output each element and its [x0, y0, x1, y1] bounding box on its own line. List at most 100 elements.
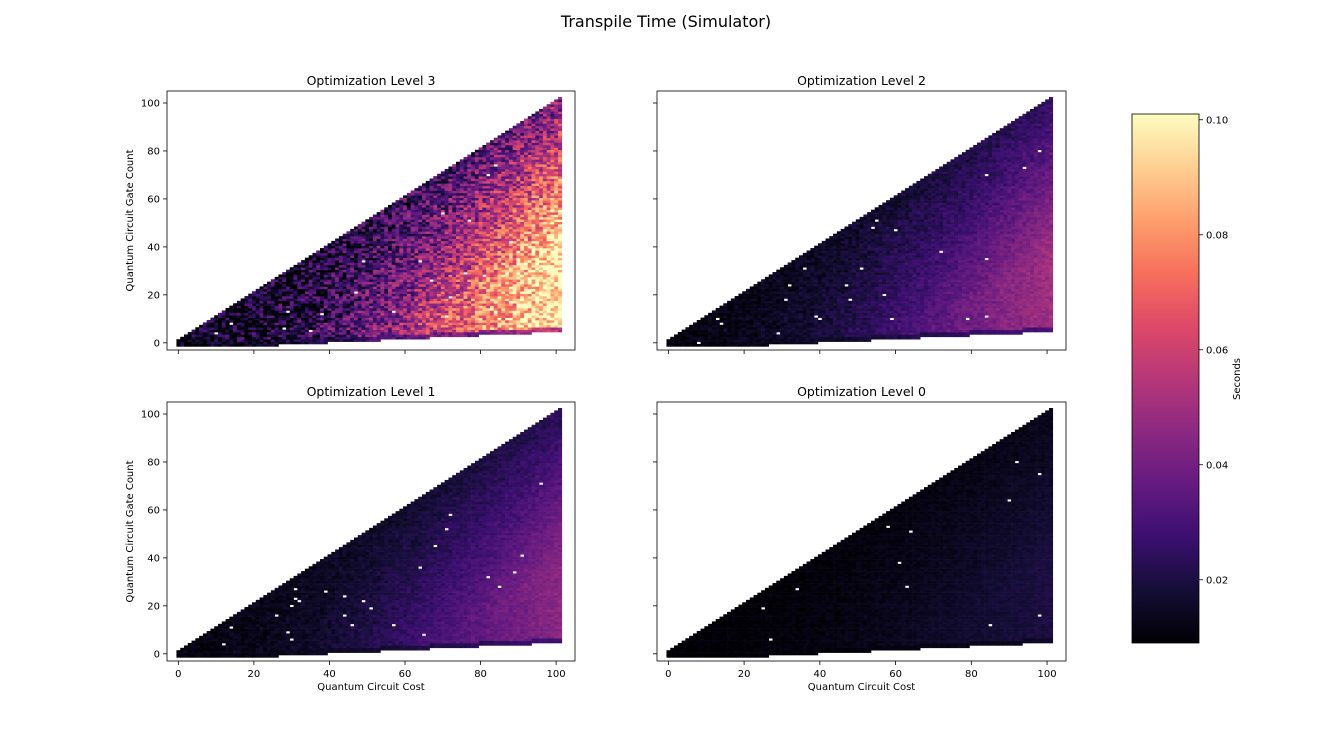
heatmap-cell [433, 300, 438, 304]
heatmap-cell [448, 269, 453, 273]
heatmap-cell [508, 286, 513, 290]
heatmap-cell [474, 238, 479, 242]
heatmap-cell [418, 332, 423, 335]
heatmap-cell [320, 257, 325, 261]
heatmap-cell [323, 334, 328, 338]
heatmap-cell [289, 298, 294, 302]
heatmap-cell [410, 262, 415, 266]
heatmap-cell [388, 264, 393, 268]
heatmap-cell [550, 284, 555, 287]
heatmap-cell [456, 288, 461, 292]
heatmap-cell [274, 310, 279, 314]
heatmap-cell [440, 173, 445, 177]
heatmap-cell [474, 231, 479, 234]
heatmap-cell [308, 279, 313, 282]
heatmap-cell [490, 250, 495, 254]
heatmap-cell [550, 329, 555, 333]
heatmap-cell [395, 274, 400, 278]
heatmap-cell [527, 288, 532, 292]
heatmap-cell [535, 113, 540, 117]
heatmap-cell [508, 224, 513, 227]
heatmap-cell [516, 224, 521, 227]
heatmap-cell [486, 286, 491, 290]
heatmap-cell [437, 281, 442, 285]
heatmap-cell [391, 305, 396, 309]
heatmap-cell [448, 257, 453, 261]
heatmap-cell [395, 236, 400, 239]
heatmap-cell [542, 315, 547, 318]
heatmap-cell [289, 324, 294, 328]
heatmap-cell [531, 252, 536, 256]
heatmap-cell [380, 231, 385, 234]
heatmap-cell [497, 178, 502, 182]
heatmap-cell [304, 310, 309, 314]
heatmap-cell [448, 219, 453, 222]
heatmap-cell [369, 231, 374, 234]
heatmap-cell [282, 336, 287, 340]
heatmap-cell [384, 260, 389, 263]
heatmap-cell [505, 173, 510, 177]
heatmap-cell [437, 238, 442, 242]
heatmap-cell [391, 303, 396, 306]
heatmap-cell [384, 248, 389, 251]
heatmap-cell [456, 317, 461, 321]
heatmap-cell [471, 322, 476, 326]
heatmap-cell [354, 332, 359, 335]
heatmap-cell [312, 300, 317, 304]
heatmap-cell [346, 250, 351, 254]
heatmap-cell [486, 226, 491, 230]
heatmap-cell [505, 152, 510, 155]
heatmap-cell [542, 178, 547, 182]
heatmap-cell [376, 305, 381, 309]
heatmap-cell [229, 308, 234, 311]
heatmap-cell [490, 296, 495, 299]
heatmap-cell [365, 262, 370, 266]
heatmap-cell [289, 300, 294, 304]
heatmap-cell [512, 288, 517, 292]
heatmap-cell [437, 245, 442, 249]
heatmap-cell [414, 207, 419, 211]
heatmap-cell [429, 260, 434, 263]
heatmap-cell [380, 288, 385, 292]
heatmap-cell [278, 329, 283, 333]
heatmap-cell [550, 252, 555, 256]
heatmap-cell [422, 332, 427, 335]
heatmap-cell [490, 233, 495, 237]
heatmap-cell [467, 279, 472, 282]
heatmap-cell [316, 250, 321, 254]
heatmap-cell [406, 216, 411, 220]
heatmap-cell [433, 334, 438, 338]
heatmap-cell [520, 123, 525, 127]
heatmap-cell [259, 293, 264, 297]
heatmap-cell [444, 219, 449, 222]
heatmap-cell [376, 216, 381, 220]
heatmap-cell [399, 320, 404, 323]
heatmap-cell [346, 296, 351, 299]
heatmap-cell [388, 303, 393, 306]
heatmap-cell [342, 248, 347, 251]
heatmap-cell [357, 334, 362, 338]
heatmap-cell [527, 264, 532, 268]
heatmap-cell [546, 221, 551, 225]
heatmap-cell [550, 128, 555, 131]
heatmap-cell [376, 286, 381, 290]
heatmap-cell [433, 243, 438, 246]
heatmap-cell [452, 207, 457, 211]
heatmap-cell [437, 310, 442, 314]
heatmap-cell [440, 240, 445, 244]
heatmap-cell [539, 281, 544, 285]
heatmap-cell [384, 243, 389, 246]
heatmap-cell [410, 286, 415, 290]
heatmap-cell [354, 334, 359, 338]
heatmap-cell [550, 243, 555, 246]
heatmap-cell [550, 171, 555, 175]
heatmap-cell [520, 240, 525, 244]
heatmap-cell [535, 324, 540, 328]
heatmap-cell [542, 284, 547, 287]
heatmap-cell [471, 159, 476, 163]
heatmap-cell [388, 312, 393, 316]
heatmap-cell [346, 322, 351, 326]
heatmap-cell [542, 298, 547, 302]
heatmap-cell [361, 245, 366, 249]
heatmap-cell [463, 264, 468, 268]
